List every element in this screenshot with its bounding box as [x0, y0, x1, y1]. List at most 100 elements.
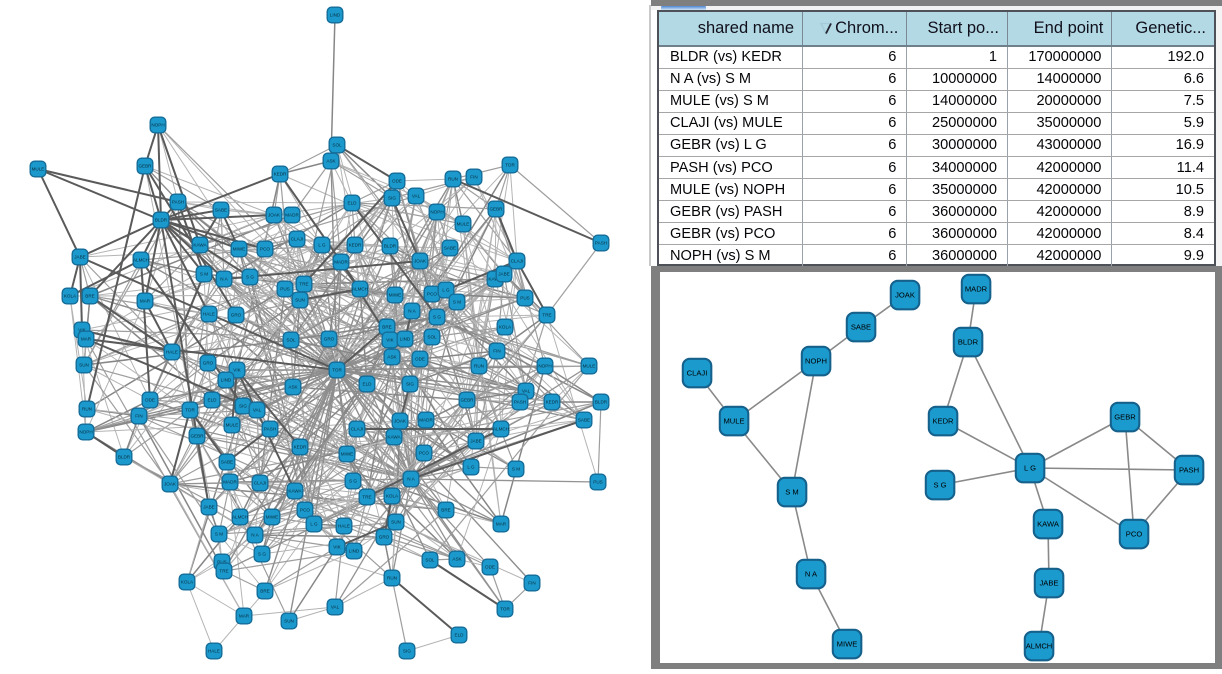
- svg-text:MADR: MADR: [334, 260, 348, 265]
- svg-text:ELD: ELD: [348, 201, 358, 206]
- svg-text:MULE: MULE: [226, 423, 239, 428]
- svg-text:ALMCH: ALMCH: [493, 427, 509, 432]
- svg-text:SIG: SIG: [239, 404, 247, 409]
- svg-text:MADR: MADR: [285, 213, 299, 218]
- svg-text:GRO: GRO: [203, 361, 214, 366]
- svg-text:SIG: SIG: [403, 649, 411, 654]
- svg-text:KOLA: KOLA: [64, 294, 77, 299]
- svg-text:NOPH: NOPH: [430, 210, 443, 215]
- svg-text:JABE: JABE: [498, 272, 510, 277]
- svg-text:MAR: MAR: [81, 337, 92, 342]
- svg-text:SIG: SIG: [388, 196, 396, 201]
- svg-text:BLDR: BLDR: [384, 244, 397, 249]
- svg-text:PCO: PCO: [260, 247, 270, 252]
- svg-text:HALE: HALE: [208, 649, 220, 654]
- svg-text:KOLA: KOLA: [181, 580, 194, 585]
- svg-text:ALMCH: ALMCH: [1026, 642, 1053, 651]
- svg-text:CLAJI: CLAJI: [254, 481, 267, 486]
- svg-text:KAWA: KAWA: [387, 435, 401, 440]
- svg-text:PUS: PUS: [593, 480, 602, 485]
- svg-text:JABE: JABE: [74, 255, 86, 260]
- svg-text:S G: S G: [349, 479, 357, 484]
- svg-text:SABE: SABE: [851, 323, 871, 332]
- svg-text:VAL: VAL: [522, 389, 531, 394]
- svg-text:ASK: ASK: [326, 159, 336, 164]
- svg-text:S G: S G: [258, 552, 266, 557]
- svg-text:ODE: ODE: [145, 398, 155, 403]
- svg-text:MULE: MULE: [723, 417, 744, 426]
- svg-text:N A: N A: [407, 477, 415, 482]
- svg-text:GEBR: GEBR: [1114, 413, 1136, 422]
- svg-text:RUN: RUN: [474, 364, 484, 369]
- svg-text:GRO: GRO: [324, 337, 335, 342]
- svg-text:KOLA: KOLA: [499, 325, 512, 330]
- svg-text:JABE: JABE: [470, 439, 482, 444]
- svg-text:L G: L G: [442, 288, 450, 293]
- svg-text:MIWE: MIWE: [837, 640, 858, 649]
- svg-text:MULE: MULE: [583, 364, 596, 369]
- svg-text:FIN: FIN: [470, 175, 477, 180]
- svg-text:JOAK: JOAK: [394, 419, 407, 424]
- svg-text:CLAJI: CLAJI: [511, 259, 524, 264]
- svg-text:JOAK: JOAK: [895, 291, 915, 300]
- svg-text:KEDR: KEDR: [349, 243, 362, 248]
- svg-text:ALMCH: ALMCH: [352, 287, 368, 292]
- svg-text:TOR: TOR: [332, 368, 342, 373]
- svg-text:KAWA: KAWA: [288, 489, 302, 494]
- svg-text:MADR: MADR: [419, 418, 433, 423]
- svg-text:NOPH: NOPH: [79, 430, 92, 435]
- svg-text:NOPH: NOPH: [538, 364, 551, 369]
- svg-text:KEDR: KEDR: [932, 417, 954, 426]
- svg-text:ODE: ODE: [485, 565, 495, 570]
- svg-text:PASH: PASH: [1179, 466, 1199, 475]
- svg-text:HALE: HALE: [338, 524, 350, 529]
- svg-text:GEBR: GEBR: [460, 398, 474, 403]
- svg-text:JOAK: JOAK: [268, 213, 281, 218]
- svg-text:SOL: SOL: [286, 338, 296, 343]
- svg-text:SOL: SOL: [427, 335, 437, 340]
- svg-text:KEDR: KEDR: [274, 172, 287, 177]
- svg-text:MAR: MAR: [140, 299, 151, 304]
- svg-text:NOPH: NOPH: [151, 123, 164, 128]
- svg-text:KAWA: KAWA: [488, 277, 502, 282]
- svg-text:BLDR: BLDR: [118, 455, 131, 460]
- svg-text:ASK: ASK: [452, 557, 462, 562]
- svg-text:S M: S M: [215, 532, 223, 537]
- svg-text:ALMCH: ALMCH: [133, 258, 149, 263]
- svg-text:TRE: TRE: [362, 495, 371, 500]
- svg-text:TOR: TOR: [185, 408, 195, 413]
- svg-text:PASH: PASH: [595, 241, 607, 246]
- svg-text:RUN: RUN: [448, 177, 458, 182]
- svg-text:SOL: SOL: [425, 558, 435, 563]
- svg-text:ELD: ELD: [363, 382, 373, 387]
- svg-text:FIN: FIN: [528, 581, 535, 586]
- svg-text:SOL: SOL: [332, 143, 342, 148]
- svg-text:BRE: BRE: [85, 294, 94, 299]
- svg-text:HALE: HALE: [203, 312, 215, 317]
- svg-text:S M: S M: [512, 467, 520, 472]
- svg-text:S M: S M: [785, 488, 799, 497]
- svg-text:PASH: PASH: [172, 200, 184, 205]
- svg-text:JOAK: JOAK: [164, 482, 177, 487]
- svg-text:BRE: BRE: [441, 508, 450, 513]
- svg-text:SUN: SUN: [391, 520, 401, 525]
- svg-text:TRE: TRE: [299, 282, 308, 287]
- svg-text:VIK: VIK: [78, 328, 86, 333]
- svg-text:PCO: PCO: [427, 292, 437, 297]
- svg-text:RUN: RUN: [387, 576, 397, 581]
- svg-text:CLAJI: CLAJI: [351, 427, 364, 432]
- svg-text:BRE: BRE: [260, 589, 269, 594]
- svg-text:SIG: SIG: [406, 382, 414, 387]
- svg-text:MAR: MAR: [239, 614, 250, 619]
- svg-text:L G: L G: [310, 522, 318, 527]
- svg-text:CLAJI: CLAJI: [291, 237, 304, 242]
- svg-text:ELD: ELD: [455, 633, 465, 638]
- svg-text:GRO: GRO: [231, 313, 242, 318]
- svg-text:TRE: TRE: [219, 569, 228, 574]
- svg-text:N A: N A: [220, 277, 228, 282]
- svg-text:MIWE: MIWE: [341, 452, 354, 457]
- svg-text:LIND: LIND: [221, 378, 232, 383]
- svg-text:KEDR: KEDR: [294, 445, 307, 450]
- svg-text:SUN: SUN: [295, 298, 305, 303]
- svg-text:CLAJI: CLAJI: [687, 369, 708, 378]
